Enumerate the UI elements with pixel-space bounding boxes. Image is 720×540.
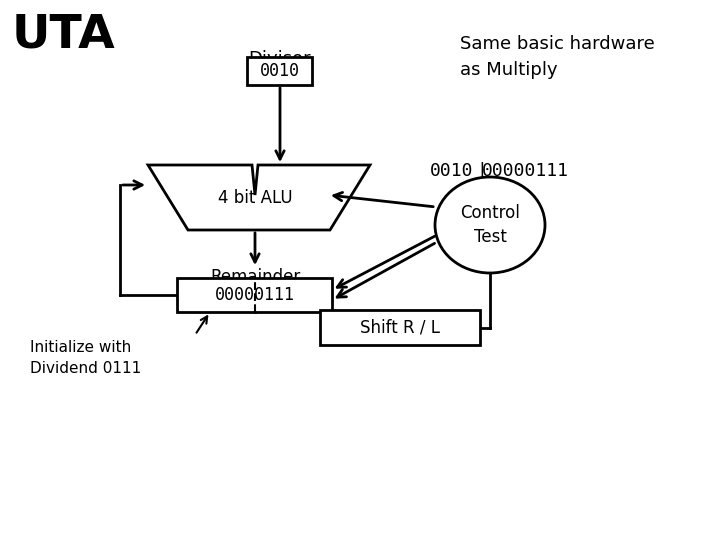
Text: Control
Test: Control Test xyxy=(460,204,520,246)
Text: UTA: UTA xyxy=(12,12,116,57)
Text: Remainder: Remainder xyxy=(210,268,300,286)
Ellipse shape xyxy=(435,177,545,273)
Text: 00000111: 00000111 xyxy=(215,286,294,304)
Text: 00000111: 00000111 xyxy=(482,162,569,180)
Text: Initialize with
Dividend 0111: Initialize with Dividend 0111 xyxy=(30,340,141,376)
Text: 4 bit ALU: 4 bit ALU xyxy=(217,189,292,207)
Text: 0010: 0010 xyxy=(430,162,474,180)
Bar xyxy=(320,310,480,345)
Text: Same basic hardware
as Multiply: Same basic hardware as Multiply xyxy=(460,35,654,79)
Text: 0010: 0010 xyxy=(259,62,300,80)
Text: Shift R / L: Shift R / L xyxy=(360,319,440,336)
Bar xyxy=(247,57,312,85)
Text: |: | xyxy=(476,162,487,180)
Text: Divisor: Divisor xyxy=(248,50,311,68)
Text: ☆: ☆ xyxy=(73,24,85,37)
Polygon shape xyxy=(148,165,370,230)
Bar xyxy=(177,278,332,312)
